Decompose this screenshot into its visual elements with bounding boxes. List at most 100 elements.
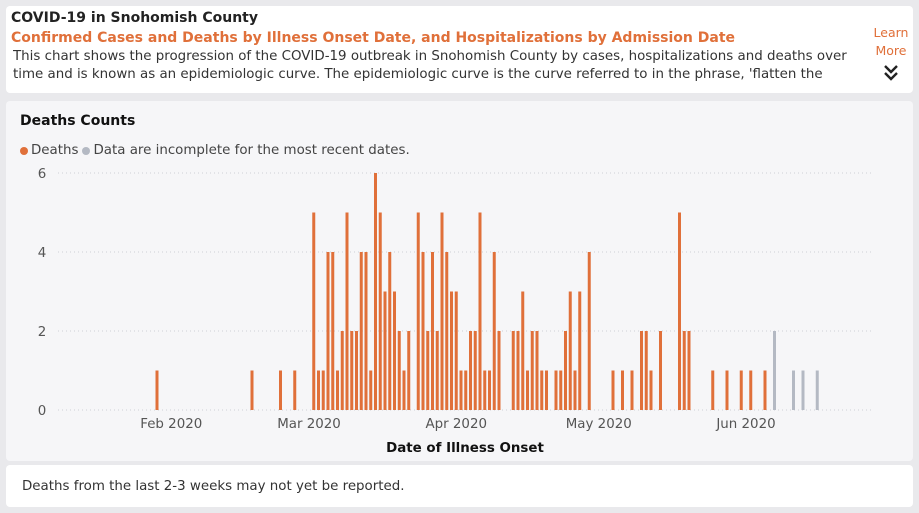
bar-deaths xyxy=(321,370,325,410)
bar-deaths xyxy=(378,212,382,410)
bar-deaths xyxy=(431,252,434,410)
bar-deaths xyxy=(611,370,615,410)
bar-incomplete xyxy=(801,370,805,410)
bar-deaths xyxy=(678,212,681,410)
bar-deaths xyxy=(293,370,297,410)
bar-deaths xyxy=(469,331,472,410)
bar-deaths xyxy=(155,370,159,410)
y-tick-label: 6 xyxy=(38,167,47,182)
bar-deaths xyxy=(621,370,624,410)
bar-deaths xyxy=(450,291,453,410)
bar-deaths xyxy=(488,370,491,410)
bar-deaths xyxy=(445,252,449,410)
bar-deaths xyxy=(640,331,643,410)
bar-deaths xyxy=(279,370,282,410)
bar-deaths xyxy=(397,331,401,410)
page-subtitle: Confirmed Cases and Deaths by Illness On… xyxy=(11,30,736,46)
legend-dot-deaths xyxy=(20,146,28,155)
bar-deaths xyxy=(416,212,420,410)
bar-deaths xyxy=(568,291,572,410)
x-axis-label: Date of Illness Onset xyxy=(386,441,544,456)
chart-card: Deaths Counts Deaths Data are incomplete… xyxy=(6,101,913,461)
footer-card: Deaths from the last 2-3 weeks may not y… xyxy=(6,465,913,507)
bar-deaths xyxy=(478,212,482,410)
bar-deaths xyxy=(644,331,648,410)
double-chevron-down-icon[interactable] xyxy=(869,64,913,85)
bar-deaths xyxy=(388,252,392,410)
bar-deaths xyxy=(763,370,767,410)
y-tick-label: 2 xyxy=(38,325,47,340)
bar-deaths xyxy=(630,370,634,410)
bar-deaths xyxy=(326,252,330,410)
header-card: COVID-19 in Snohomish County Confirmed C… xyxy=(6,6,913,93)
bar-deaths xyxy=(317,370,320,410)
bar-deaths xyxy=(459,370,463,410)
bar-deaths xyxy=(393,291,396,410)
bar-deaths xyxy=(749,370,753,410)
chart-title: Deaths Counts xyxy=(20,113,136,129)
bar-deaths xyxy=(725,370,729,410)
bar-incomplete xyxy=(815,370,819,410)
bar-deaths xyxy=(336,370,339,410)
bar-deaths xyxy=(687,331,691,410)
x-tick-label: Mar 2020 xyxy=(277,417,341,432)
y-tick-label: 4 xyxy=(38,246,47,261)
legend-dot-incomplete xyxy=(82,146,91,155)
bar-deaths xyxy=(473,331,477,410)
bar-deaths xyxy=(435,331,439,410)
bar-deaths xyxy=(540,370,544,410)
bar-deaths xyxy=(374,173,377,410)
bar-deaths xyxy=(312,212,316,410)
deaths-bar-chart: 0 2 4 6 Feb 2020 Mar 2020 Apr 2020 May 2020 Jun … xyxy=(38,167,872,456)
legend-item-deaths[interactable]: Deaths xyxy=(20,143,78,158)
y-tick-label: 0 xyxy=(38,404,47,419)
bar-deaths xyxy=(516,331,520,410)
bar-deaths xyxy=(355,331,358,410)
learn-more-button[interactable]: Learn More xyxy=(869,6,913,93)
bar-deaths xyxy=(421,252,425,410)
bar-deaths xyxy=(454,291,458,410)
legend-item-incomplete[interactable]: Data are incomplete for the most recent … xyxy=(82,143,410,158)
bar-deaths xyxy=(587,252,591,410)
bar-deaths xyxy=(554,370,558,410)
learn-more-label: Learn More xyxy=(873,25,909,58)
bar-deaths xyxy=(564,331,567,410)
bar-deaths xyxy=(345,212,349,410)
footer-note: Deaths from the last 2-3 weeks may not y… xyxy=(22,479,405,494)
bar-deaths xyxy=(359,252,363,410)
bar-deaths xyxy=(369,370,373,410)
bar-deaths xyxy=(464,370,468,410)
x-tick-label: May 2020 xyxy=(566,417,632,432)
bar-deaths xyxy=(497,331,501,410)
bar-deaths xyxy=(649,370,653,410)
legend-label-incomplete: Data are incomplete for the most recent … xyxy=(93,143,410,158)
x-tick-label: Apr 2020 xyxy=(425,417,487,432)
bar-deaths xyxy=(340,331,344,410)
legend-label-deaths: Deaths xyxy=(31,143,79,158)
bar-deaths xyxy=(402,370,406,410)
bar-deaths xyxy=(250,370,254,410)
bar-deaths xyxy=(383,291,387,410)
bar-deaths xyxy=(511,331,515,410)
bar-deaths xyxy=(530,331,534,410)
bar-deaths xyxy=(739,370,743,410)
bar-deaths xyxy=(331,252,335,410)
bar-deaths xyxy=(578,291,582,410)
description-text: This chart shows the progression of the … xyxy=(13,49,847,82)
bar-deaths xyxy=(559,370,563,410)
bar-deaths xyxy=(682,331,686,410)
page-title: COVID-19 in Snohomish County xyxy=(11,10,258,26)
x-tick-label: Jun 2020 xyxy=(715,417,775,432)
bar-deaths xyxy=(545,370,548,410)
x-tick-label: Feb 2020 xyxy=(140,417,202,432)
bar-deaths xyxy=(364,252,368,410)
bar-incomplete xyxy=(792,370,795,410)
bar-deaths xyxy=(407,331,411,410)
bar-incomplete xyxy=(773,331,776,410)
bar-deaths xyxy=(659,331,662,410)
bar-deaths xyxy=(521,291,525,410)
bar-deaths xyxy=(483,370,487,410)
bar-deaths xyxy=(440,212,444,410)
bar-deaths xyxy=(426,331,430,410)
bar-deaths xyxy=(526,370,529,410)
